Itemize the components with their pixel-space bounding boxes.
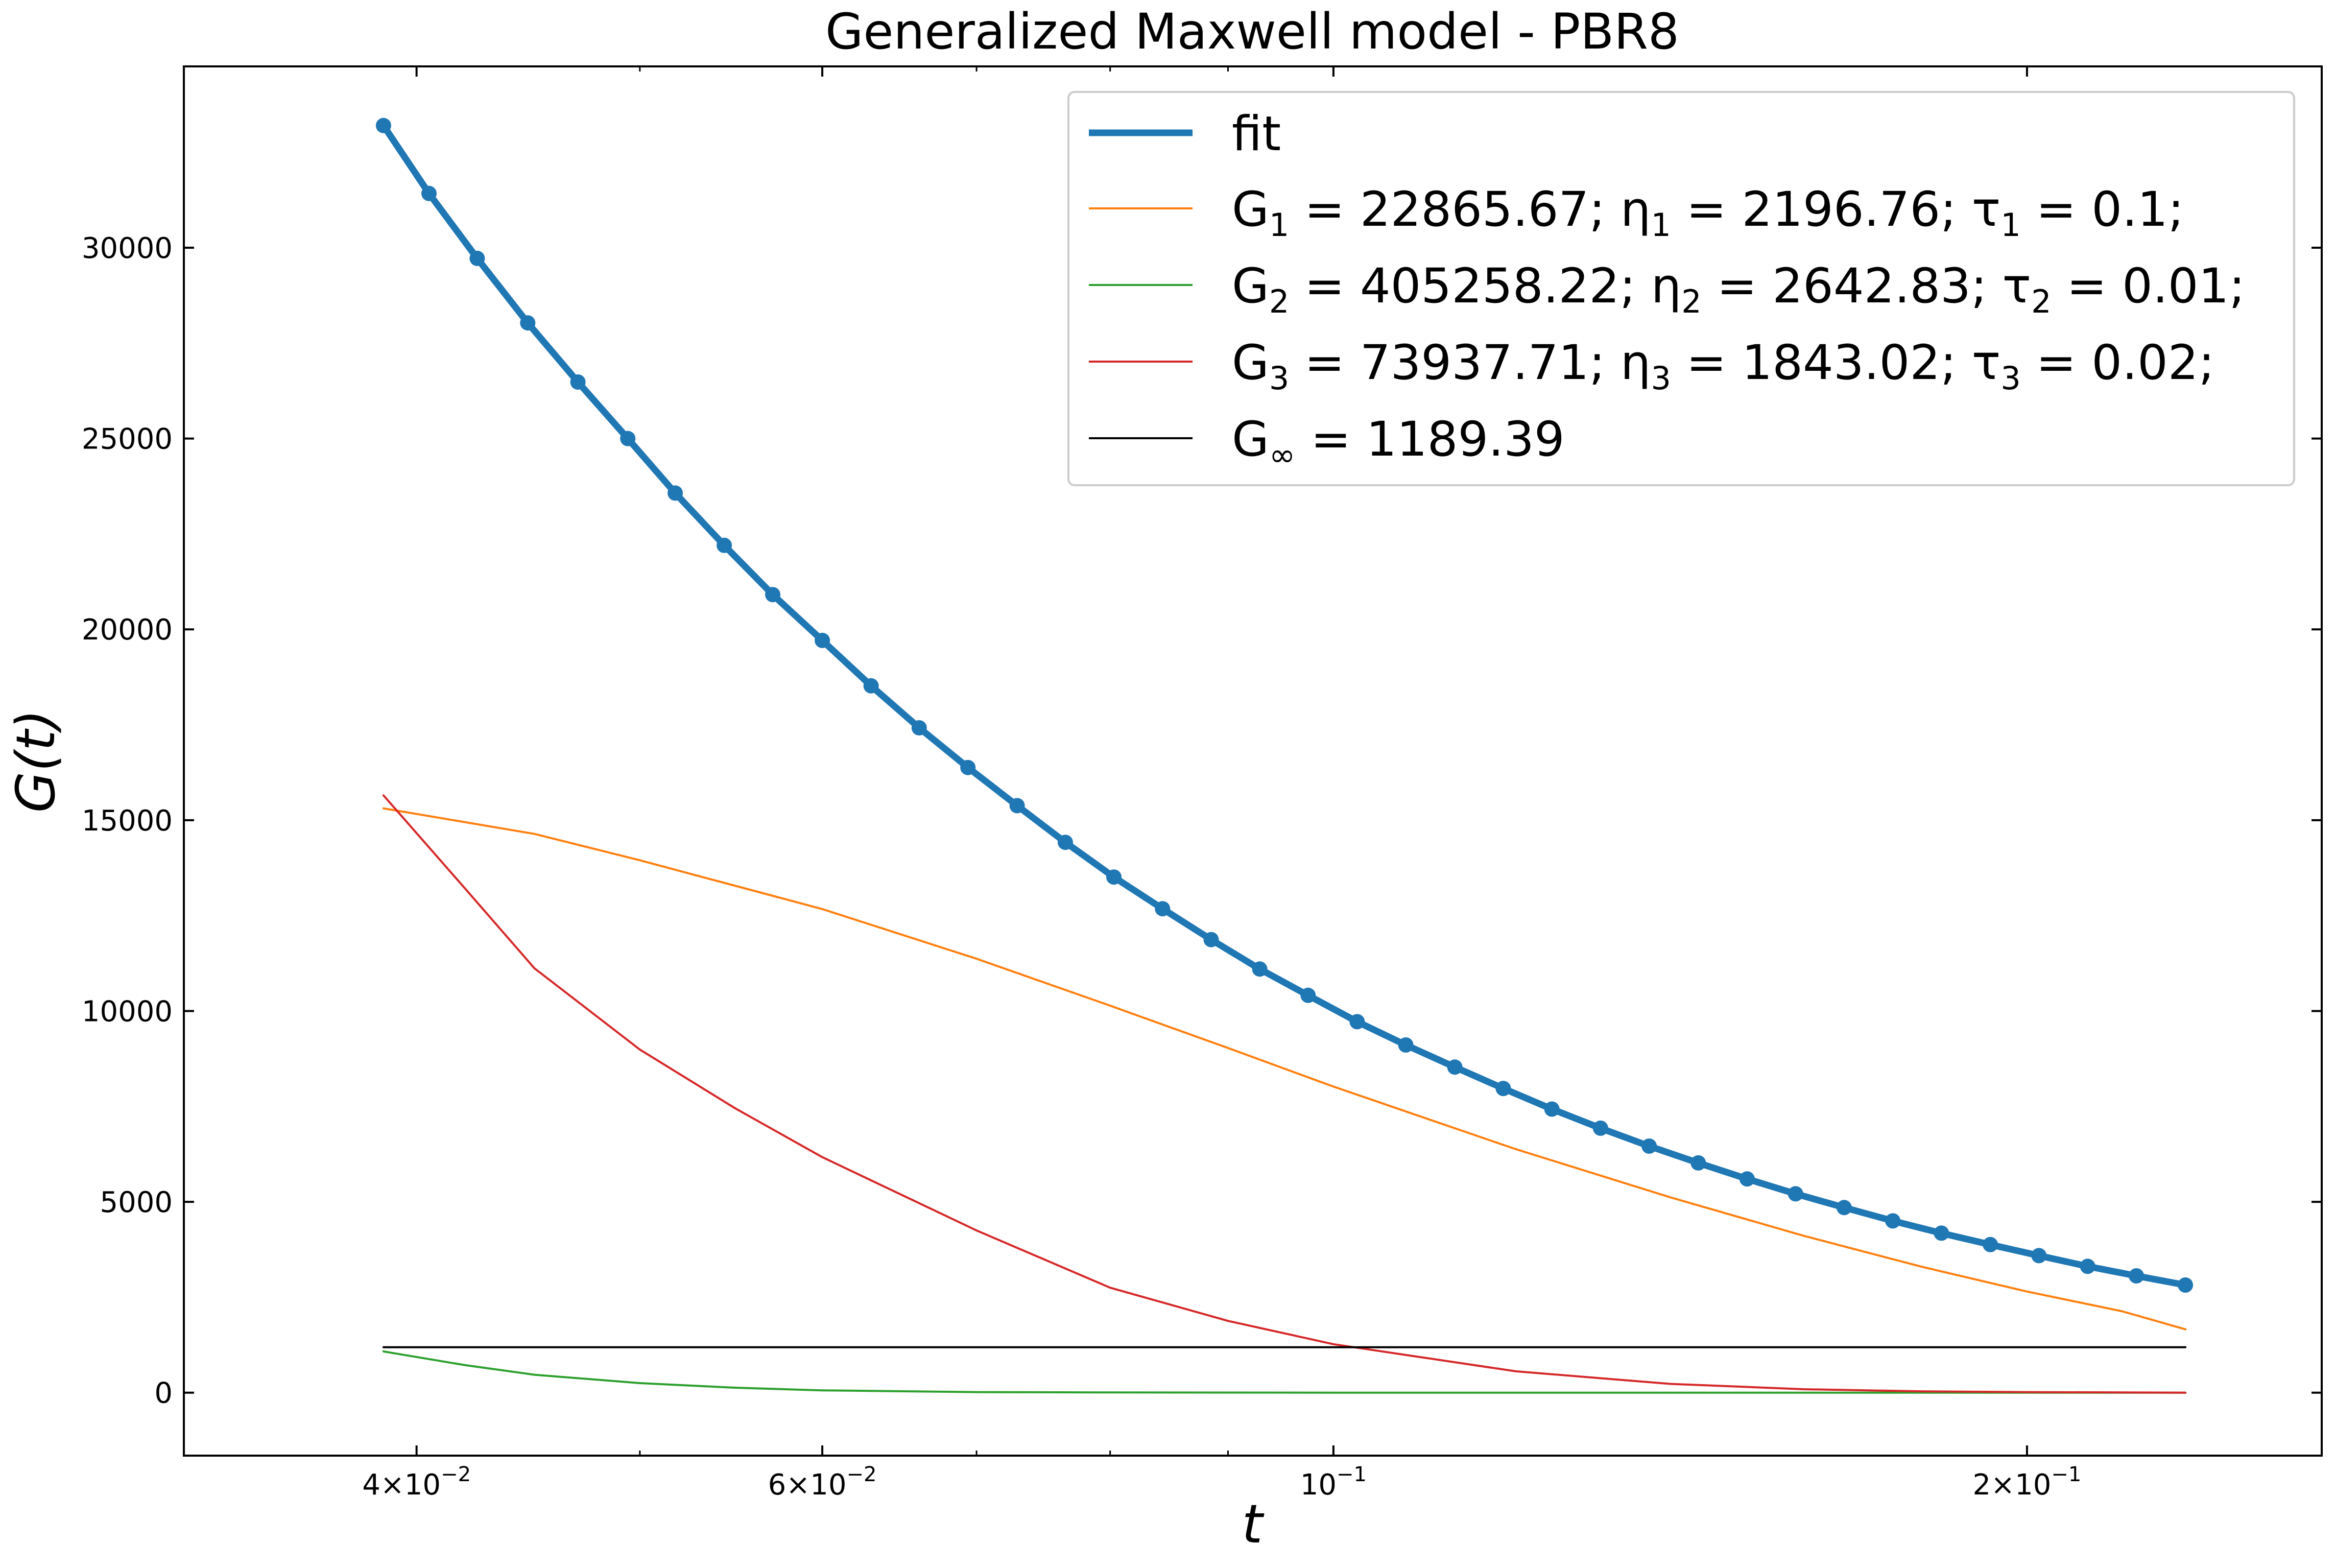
- fit-marker-9: [815, 632, 830, 648]
- plot-frame: [183, 65, 2323, 1457]
- fit-marker-14: [1058, 835, 1073, 850]
- fit-marker-29: [1788, 1186, 1803, 1202]
- series-line-3: [382, 794, 2187, 1394]
- fit-marker-33: [1983, 1237, 1998, 1252]
- fit-marker-32: [1934, 1225, 1949, 1241]
- fit-marker-21: [1398, 1037, 1414, 1053]
- fit-marker-6: [668, 485, 683, 501]
- fit-marker-7: [717, 537, 732, 553]
- fit-marker-16: [1155, 901, 1171, 917]
- fit-marker-27: [1690, 1155, 1706, 1171]
- series-line-0: [380, 122, 2189, 1289]
- y-axis: 0 5000 10000 15000 20000 25000 30000: [82, 232, 2322, 1410]
- fit-marker-31: [1885, 1213, 1901, 1229]
- legend-entry-1: G1 = 22865.67; η1 = 2196.76; τ1 = 0.1;: [1232, 182, 2184, 244]
- chart-title: Generalized Maxwell model - PBR8: [825, 3, 1679, 60]
- fit-marker-17: [1203, 932, 1219, 947]
- series-line-1: [382, 807, 2187, 1331]
- fit-marker-2: [469, 250, 485, 266]
- fit-marker-36: [2129, 1268, 2145, 1284]
- series-line-2: [382, 1350, 2187, 1394]
- x-tick-label-1: 6×10−2: [768, 1463, 877, 1502]
- fit-marker-26: [1641, 1138, 1657, 1154]
- x-tick-label-2: 10−1: [1300, 1463, 1367, 1502]
- y-tick-label-3: 15000: [82, 804, 173, 838]
- legend-entry-2: G2 = 405258.22; η2 = 2642.83; τ2 = 0.01;: [1232, 258, 2245, 320]
- fit-marker-25: [1592, 1120, 1608, 1136]
- fit-marker-34: [2031, 1248, 2047, 1264]
- legend-box: [1067, 91, 2295, 486]
- fit-marker-13: [1009, 798, 1025, 814]
- y-tick-label-1: 5000: [100, 1186, 173, 1219]
- y-tick-label-0: 0: [154, 1377, 173, 1410]
- fit-marker-37: [2178, 1277, 2194, 1293]
- legend-entry-0: fit: [1232, 106, 1281, 162]
- fit-marker-10: [863, 678, 879, 694]
- y-tick-label-4: 20000: [82, 613, 173, 647]
- fit-marker-12: [960, 759, 976, 775]
- fit-marker-15: [1106, 869, 1122, 885]
- fit-marker-30: [1836, 1200, 1852, 1216]
- fit-marker-11: [911, 720, 927, 735]
- fit-marker-18: [1252, 961, 1268, 977]
- fit-marker-19: [1300, 987, 1316, 1003]
- legend-entry-3: G3 = 73937.71; η3 = 1843.02; τ3 = 0.02;: [1232, 335, 2214, 397]
- fit-marker-28: [1739, 1171, 1755, 1187]
- legend: fit G1 = 22865.67; η1 = 2196.76; τ1 = 0.1…: [1067, 91, 2295, 486]
- fit-marker-35: [2080, 1258, 2095, 1274]
- fit-marker-0: [375, 117, 391, 133]
- x-tick-label-3: 2×10−1: [1973, 1463, 2082, 1502]
- fit-marker-20: [1349, 1014, 1365, 1030]
- fit-marker-3: [520, 315, 536, 331]
- legend-entry-4: G∞ = 1189.39: [1232, 412, 1565, 473]
- fit-marker-4: [570, 374, 586, 390]
- fit-marker-23: [1495, 1081, 1511, 1097]
- fit-marker-1: [421, 185, 437, 201]
- x-axis: 4×10−2 6×10−2 10−1 2×10−1: [362, 66, 2081, 1502]
- plot-series: [375, 117, 2194, 1394]
- y-axis-label: G(t): [5, 709, 67, 813]
- y-tick-label-6: 30000: [82, 232, 173, 265]
- x-axis-label: t: [1242, 1493, 1265, 1555]
- x-tick-label-0: 4×10−2: [362, 1463, 471, 1502]
- y-tick-label-5: 25000: [82, 423, 173, 456]
- fit-marker-8: [765, 587, 780, 603]
- y-tick-label-2: 10000: [82, 995, 173, 1028]
- fit-marker-24: [1544, 1101, 1560, 1117]
- fit-marker-5: [620, 431, 636, 446]
- fit-marker-22: [1447, 1059, 1463, 1075]
